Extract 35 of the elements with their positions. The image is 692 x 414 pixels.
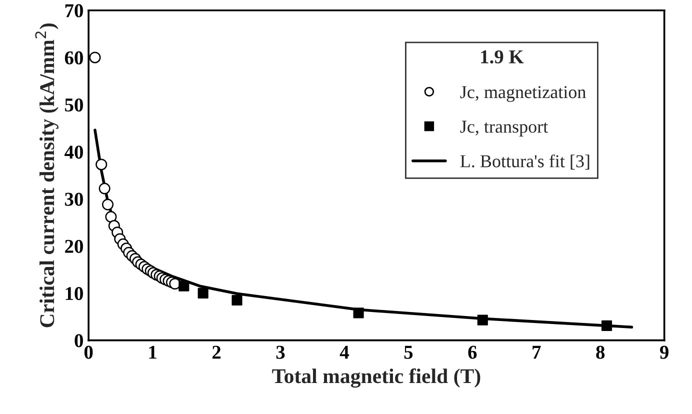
y-tick-label: 60 <box>64 51 83 64</box>
x-tick-label: 8 <box>596 346 605 359</box>
point <box>98 182 110 194</box>
legend-title: 1.9 K <box>481 50 524 64</box>
y-axis-title: Critical current density (kA/mm$^{2}$) <box>35 23 58 328</box>
y-tick-label: 20 <box>65 240 83 253</box>
y-tick-label: 0 <box>74 334 83 348</box>
legend-label: L. Bottura's fit [3] <box>460 154 590 170</box>
y-tick-label: 50 <box>65 98 83 112</box>
y-tick-label: 10 <box>66 286 83 300</box>
y-tick-label: 30 <box>65 192 83 206</box>
x-tick-label: 1 <box>149 346 156 359</box>
y-tick-label: 40 <box>64 146 83 159</box>
y-tick-label: 70 <box>65 4 83 18</box>
x-tick-label: 9 <box>660 346 668 359</box>
x-tick-label: 7 <box>532 346 541 359</box>
x-tick-label: 3 <box>276 346 285 359</box>
point <box>198 288 208 298</box>
point <box>353 308 364 318</box>
point <box>232 294 242 306</box>
point <box>601 320 612 331</box>
x-tick-label: 2 <box>212 346 221 359</box>
point <box>178 280 190 292</box>
point <box>89 52 101 64</box>
point <box>105 211 117 223</box>
point <box>102 198 114 210</box>
x-tick-label: 6 <box>468 346 477 359</box>
legend-label: Jc, transport <box>460 120 548 136</box>
point <box>96 158 108 170</box>
legend-label: Jc, magnetization <box>460 86 586 102</box>
point <box>477 314 488 326</box>
x-axis-title: Total magnetic field (T) <box>272 368 480 388</box>
x-tick-label: 4 <box>340 346 349 359</box>
x-tick-label: 5 <box>404 346 413 359</box>
x-tick-label: 0 <box>84 346 93 359</box>
